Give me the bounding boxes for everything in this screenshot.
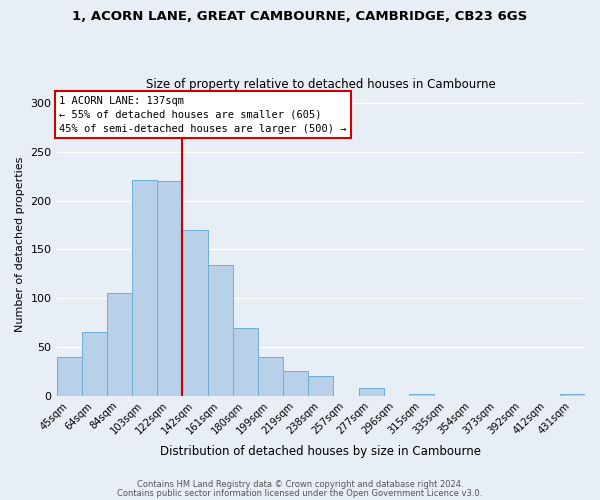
Bar [359, 388, 383, 396]
Bar [409, 394, 434, 396]
Bar [107, 294, 132, 396]
Bar [233, 328, 258, 396]
Bar [182, 230, 208, 396]
Bar [208, 265, 233, 396]
Y-axis label: Number of detached properties: Number of detached properties [15, 157, 25, 332]
Bar [157, 182, 182, 396]
Text: 1 ACORN LANE: 137sqm
← 55% of detached houses are smaller (605)
45% of semi-deta: 1 ACORN LANE: 137sqm ← 55% of detached h… [59, 96, 347, 134]
Bar [258, 356, 283, 396]
Bar [82, 332, 107, 396]
X-axis label: Distribution of detached houses by size in Cambourne: Distribution of detached houses by size … [160, 444, 481, 458]
Bar [560, 394, 585, 396]
Text: Contains HM Land Registry data © Crown copyright and database right 2024.: Contains HM Land Registry data © Crown c… [137, 480, 463, 489]
Bar [308, 376, 334, 396]
Title: Size of property relative to detached houses in Cambourne: Size of property relative to detached ho… [146, 78, 496, 91]
Text: 1, ACORN LANE, GREAT CAMBOURNE, CAMBRIDGE, CB23 6GS: 1, ACORN LANE, GREAT CAMBOURNE, CAMBRIDG… [73, 10, 527, 23]
Bar [283, 372, 308, 396]
Bar [132, 180, 157, 396]
Text: Contains public sector information licensed under the Open Government Licence v3: Contains public sector information licen… [118, 488, 482, 498]
Bar [56, 356, 82, 396]
